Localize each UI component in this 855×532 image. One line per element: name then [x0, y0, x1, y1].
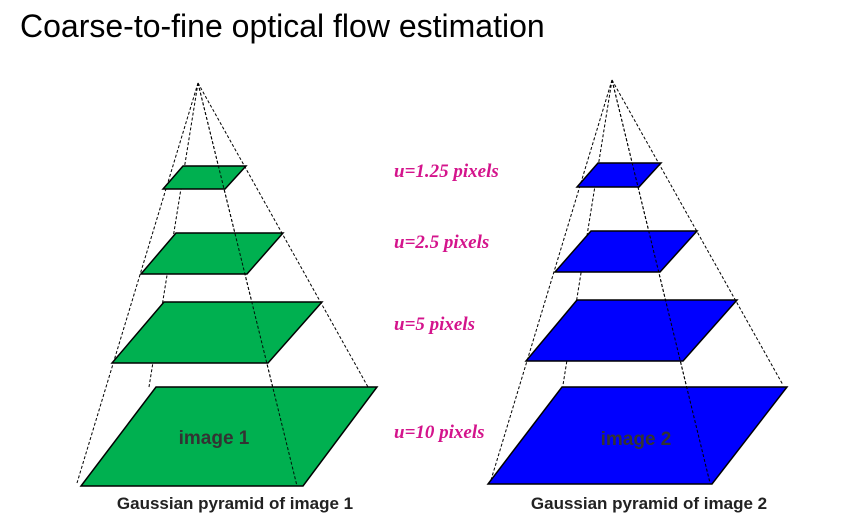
pyramid-image-1: image 1 Gaussian pyramid of image 1 [76, 82, 379, 513]
slide-title: Coarse-to-fine optical flow estimation [20, 8, 545, 44]
flow-label-level-1: u=1.25 pixels [394, 161, 499, 182]
pyramid-level-1 [575, 162, 663, 188]
projection-line-front [611, 79, 711, 484]
projection-line-front [197, 82, 298, 487]
projection-line [197, 82, 369, 388]
pyramid-level-4 [486, 386, 789, 485]
pyramid-level-2 [139, 232, 285, 275]
pyramid-level-3 [524, 299, 739, 362]
flow-label-level-2: u=2.5 pixels [394, 232, 489, 253]
pyramid-level-2 [553, 230, 699, 273]
pyramid-1-caption: Gaussian pyramid of image 1 [117, 494, 353, 513]
image-2-label: image 2 [601, 429, 672, 450]
flow-label-level-3: u=5 pixels [394, 314, 475, 335]
flow-labels: u=1.25 pixels u=2.5 pixels u=5 pixels u=… [394, 161, 499, 443]
pyramid-level-3 [110, 301, 324, 364]
pyramid-level-4 [79, 386, 379, 487]
image-1-label: image 1 [179, 428, 250, 449]
projection-line [611, 79, 784, 386]
flow-label-level-4: u=10 pixels [394, 422, 485, 443]
pyramid-2-caption: Gaussian pyramid of image 2 [531, 494, 767, 513]
pyramid-level-1 [161, 165, 248, 190]
pyramid-image-2: image 2 Gaussian pyramid of image 2 [486, 79, 789, 513]
